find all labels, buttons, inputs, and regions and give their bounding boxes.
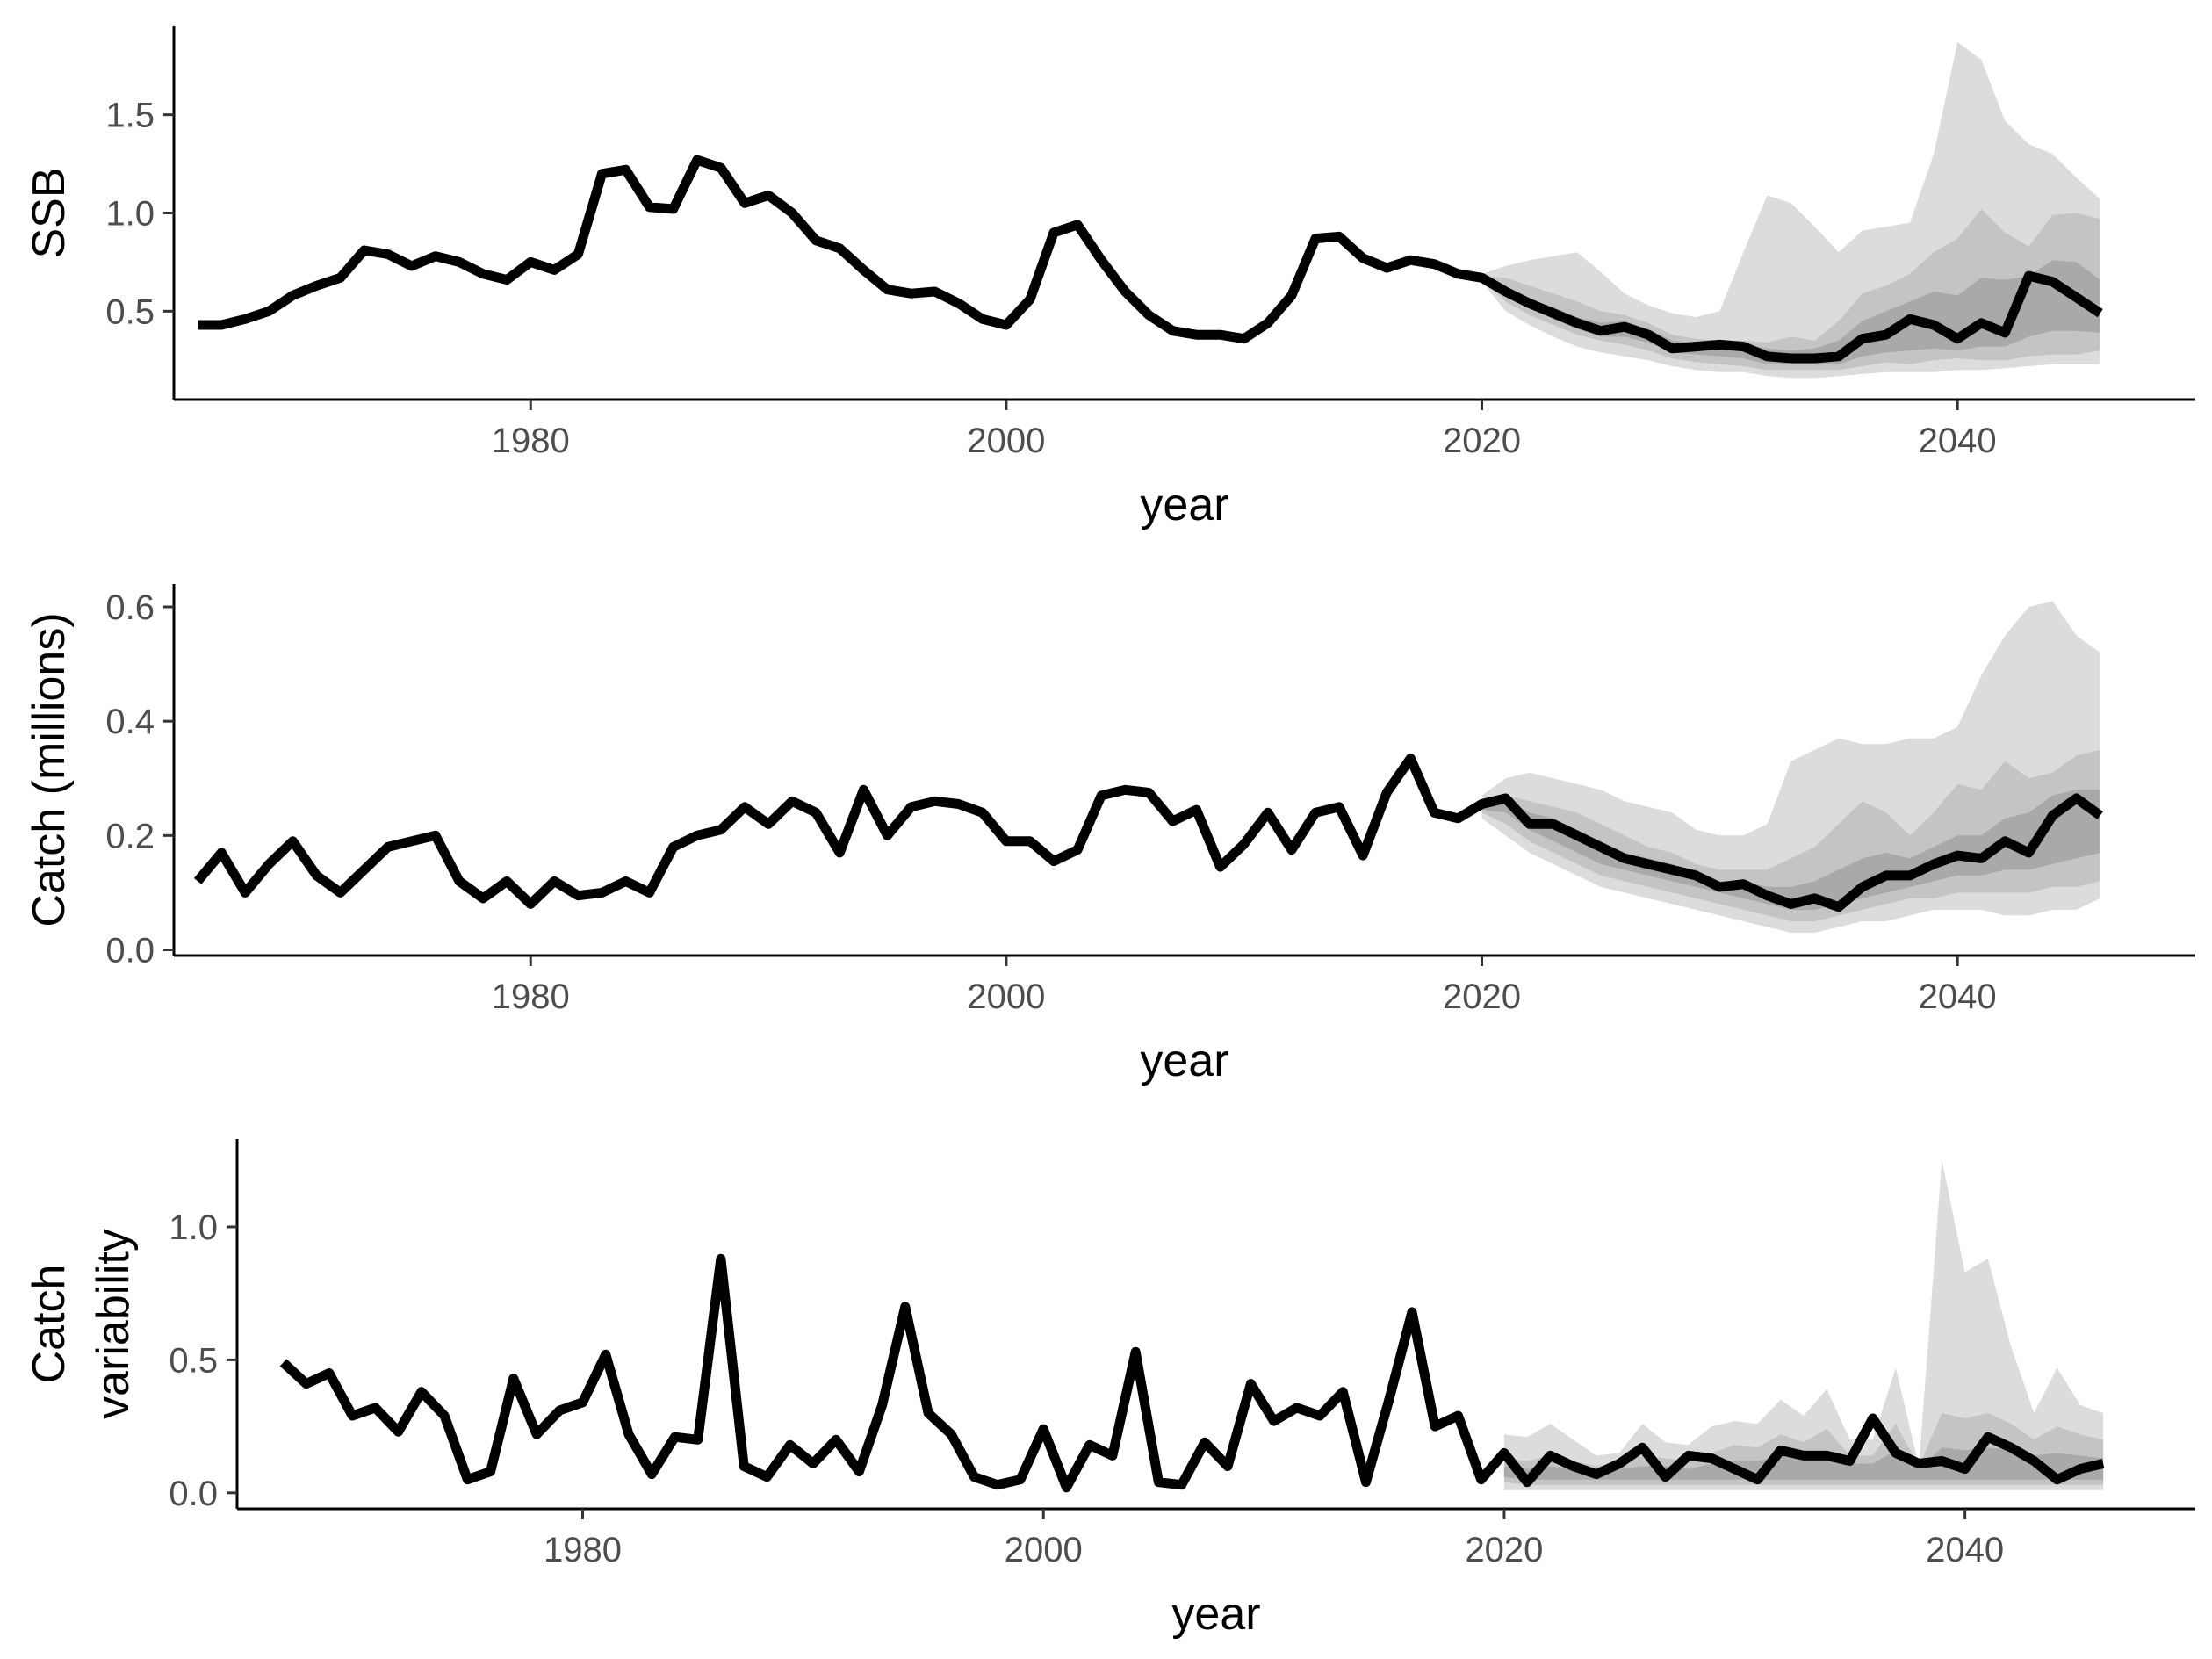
y-tick-label: 0.4 <box>105 703 155 741</box>
x-axis-title: year <box>1140 1035 1228 1086</box>
uncertainty-band-2 <box>1481 749 2100 921</box>
panel-1: 1980 2000 2020 2040 0.5 1.0 1.5 year SSB <box>24 26 2195 530</box>
x-tick-label: 2000 <box>967 977 1045 1016</box>
x-tick-label: 2020 <box>1465 1531 1543 1569</box>
series-line <box>193 754 2103 912</box>
x-tick-label: 2020 <box>1443 422 1521 460</box>
x-tick-label: 2020 <box>1443 977 1521 1016</box>
x-tick-label: 1980 <box>544 1531 622 1569</box>
y-tick-label: 1.0 <box>169 1208 218 1247</box>
x-axis-title: year <box>1140 480 1228 530</box>
uncertainty-band-3 <box>1481 260 2100 364</box>
uncertainty-band-1 <box>1503 1160 2104 1490</box>
y-tick-label: 0.5 <box>105 292 155 331</box>
x-tick-label: 2040 <box>1919 422 1997 460</box>
x-tick-label: 2040 <box>1919 977 1997 1016</box>
x-tick-label: 1980 <box>492 977 570 1016</box>
x-tick-label: 1980 <box>492 422 570 460</box>
series-line <box>279 1253 2105 1493</box>
y-axis-title: Catch <box>24 1265 75 1384</box>
x-tick-label: 2000 <box>967 422 1045 460</box>
y-axis-title: variability <box>88 1229 139 1419</box>
y-tick-label: 1.0 <box>105 195 155 234</box>
y-tick-label: 0.6 <box>105 588 155 627</box>
y-tick-label: 0.5 <box>169 1341 218 1380</box>
panel-2: 1980 2000 2020 2040 0.0 0.2 0.4 0.6 year Catch (m… <box>24 584 2195 1086</box>
x-axis-title: year <box>1171 1589 1260 1640</box>
x-tick-label: 2000 <box>1005 1531 1083 1569</box>
series-line <box>198 155 2103 364</box>
y-tick-label: 0.0 <box>105 931 155 970</box>
x-tick-label: 2040 <box>1926 1531 2004 1569</box>
panel-3: 1980 2000 2020 2040 0.0 0.5 1.0 year Catch variab… <box>24 1139 2195 1640</box>
uncertainty-band-3 <box>1503 1447 2104 1480</box>
y-axis-title: SSB <box>24 167 75 258</box>
y-tick-label: 1.5 <box>105 97 155 135</box>
y-axis-title: Catch (millions) <box>24 612 75 927</box>
y-tick-label: 0.2 <box>105 817 155 855</box>
y-tick-label: 0.0 <box>169 1475 218 1513</box>
